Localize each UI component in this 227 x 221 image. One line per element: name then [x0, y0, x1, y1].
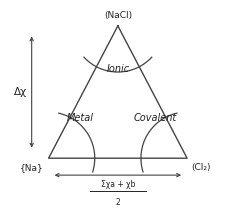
Text: Metal: Metal	[66, 113, 93, 123]
Text: Covalent: Covalent	[133, 113, 176, 123]
Text: {Na}: {Na}	[20, 163, 44, 172]
Text: 2: 2	[115, 198, 120, 207]
Text: (Cl₂): (Cl₂)	[191, 163, 210, 172]
Text: Ionic: Ionic	[106, 64, 129, 74]
Text: (NaCl): (NaCl)	[103, 11, 131, 20]
Text: Δχ: Δχ	[14, 87, 27, 97]
Text: Σχa + χb: Σχa + χb	[100, 180, 134, 189]
